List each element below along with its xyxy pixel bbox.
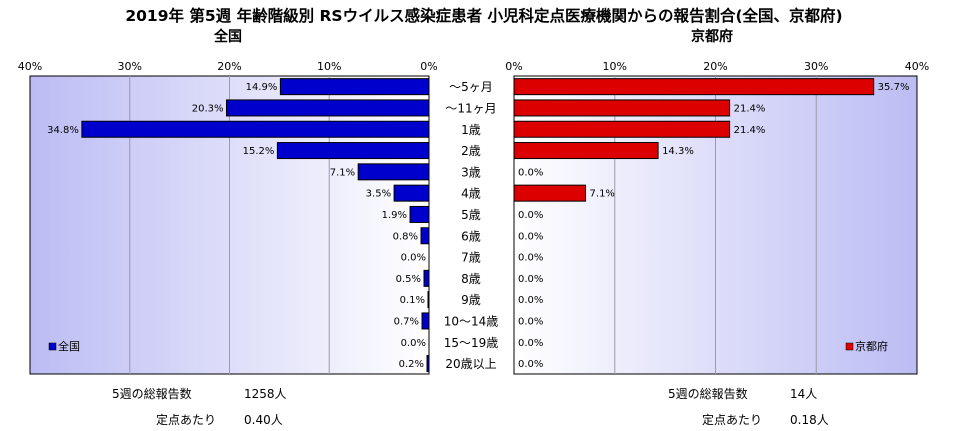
data-label-left: 3.5% [366, 189, 391, 200]
category-label: 1歳 [461, 123, 481, 137]
data-label-right: 0.0% [518, 338, 543, 349]
category-label: 7歳 [461, 251, 481, 265]
data-label-right: 14.3% [662, 146, 694, 157]
data-label-right: 0.0% [518, 359, 543, 370]
bar-left [421, 312, 430, 330]
data-label-left: 0.2% [399, 359, 424, 370]
data-label-left: 0.1% [400, 295, 425, 306]
category-label: 4歳 [461, 187, 481, 201]
data-label-right: 0.0% [518, 274, 543, 285]
bar-left [81, 120, 430, 138]
data-labels: 14.9% 20.3% 34.8% 15.2% 7.1% 3.5% 1.9% 0.8% 0.0%… [47, 82, 909, 370]
tick-label-right: 30% [804, 60, 828, 73]
axis-ticks: 0% 0% 10% 10% 20% 20% 30% 30% 40% 40% [18, 60, 929, 73]
data-label-left: 0.5% [396, 274, 421, 285]
footer-right-per-site-value: 0.18人 [790, 413, 829, 427]
legend-left-swatch [48, 342, 57, 351]
category-label: 6歳 [461, 229, 481, 243]
bar-right [513, 142, 659, 160]
data-label-right: 0.0% [518, 231, 543, 242]
category-label: ～5ヶ月 [449, 80, 493, 94]
panel-right-subtitle: 京都府 [691, 28, 733, 45]
tick-label-left: 30% [118, 60, 142, 73]
legend-right-swatch [845, 342, 854, 351]
data-label-left: 7.1% [330, 167, 355, 178]
data-label-right: 0.0% [518, 167, 543, 178]
footer-left-per-site-label: 定点あたり [156, 412, 216, 427]
category-label: 9歳 [461, 293, 481, 307]
data-label-right: 0.0% [518, 295, 543, 306]
bar-left [276, 142, 430, 160]
tick-label-left: 40% [18, 60, 42, 73]
bar-left [279, 78, 430, 96]
data-label-left: 0.0% [401, 253, 426, 264]
data-label-left: 15.2% [243, 146, 275, 157]
footer-left-total-label: 5週の総報告数 [112, 386, 192, 401]
data-label-right: 35.7% [878, 82, 910, 93]
bar-left [427, 291, 430, 309]
footer-right-per-site-label: 定点あたり [702, 412, 762, 427]
category-label: 10～14歳 [444, 314, 499, 328]
legend-left-label: 全国 [58, 339, 80, 353]
data-label-left: 0.8% [393, 231, 418, 242]
data-label-left: 34.8% [47, 125, 79, 136]
bar-left [357, 163, 430, 181]
footer-left-per-site-value: 0.40人 [244, 413, 283, 427]
bars [81, 78, 875, 373]
category-label: 20歳以上 [445, 357, 496, 371]
data-label-right: 7.1% [590, 189, 615, 200]
legend-right-label: 京都府 [855, 339, 888, 353]
tick-label-left: 10% [317, 60, 341, 73]
data-label-left: 0.7% [394, 316, 419, 327]
data-label-right: 21.4% [734, 103, 766, 114]
tick-label-right: 10% [603, 60, 627, 73]
bar-right [513, 99, 731, 117]
tick-label-left: 0% [420, 60, 437, 73]
data-label-left: 20.3% [192, 103, 224, 114]
footer-left-total-value: 1258人 [244, 387, 287, 401]
category-labels: ～5ヶ月 ～11ヶ月 1歳 2歳 3歳 4歳 5歳 6歳 7歳 8歳 9歳 10～14歳 15～19歳 2… [444, 80, 499, 371]
category-label: 5歳 [461, 208, 481, 222]
tick-label-left: 20% [217, 60, 241, 73]
bar-left [420, 227, 430, 245]
category-label: 8歳 [461, 272, 481, 286]
data-label-left: 0.0% [401, 338, 426, 349]
bar-left [226, 99, 430, 117]
bar-right [513, 120, 731, 138]
data-label-left: 1.9% [382, 210, 407, 221]
bar-right [513, 78, 875, 96]
bar-left [409, 205, 430, 223]
data-label-right: 21.4% [734, 125, 766, 136]
chart-title: 2019年 第5週 年齢階級別 RSウイルス感染症患者 小児科定点医療機関からの… [125, 6, 842, 25]
data-label-left: 14.9% [246, 82, 278, 93]
bar-left [426, 355, 430, 373]
tick-label-right: 40% [905, 60, 929, 73]
legend-left: 全国 [48, 339, 80, 353]
tick-label-right: 20% [703, 60, 727, 73]
data-label-right: 0.0% [518, 253, 543, 264]
category-label: 3歳 [461, 165, 481, 179]
data-label-right: 0.0% [518, 316, 543, 327]
bar-left [393, 184, 430, 202]
panel-left-subtitle: 全国 [213, 28, 242, 45]
category-label: ～11ヶ月 [445, 101, 496, 115]
tick-label-right: 0% [505, 60, 522, 73]
legend-right: 京都府 [845, 339, 888, 353]
category-label: 2歳 [461, 144, 481, 158]
footer-right-total-label: 5週の総報告数 [668, 386, 748, 401]
bar-right [513, 184, 587, 202]
data-label-right: 0.0% [518, 210, 543, 221]
bar-left [423, 269, 430, 287]
footer-right-total-value: 14人 [790, 387, 817, 401]
category-label: 15～19歳 [444, 336, 499, 350]
